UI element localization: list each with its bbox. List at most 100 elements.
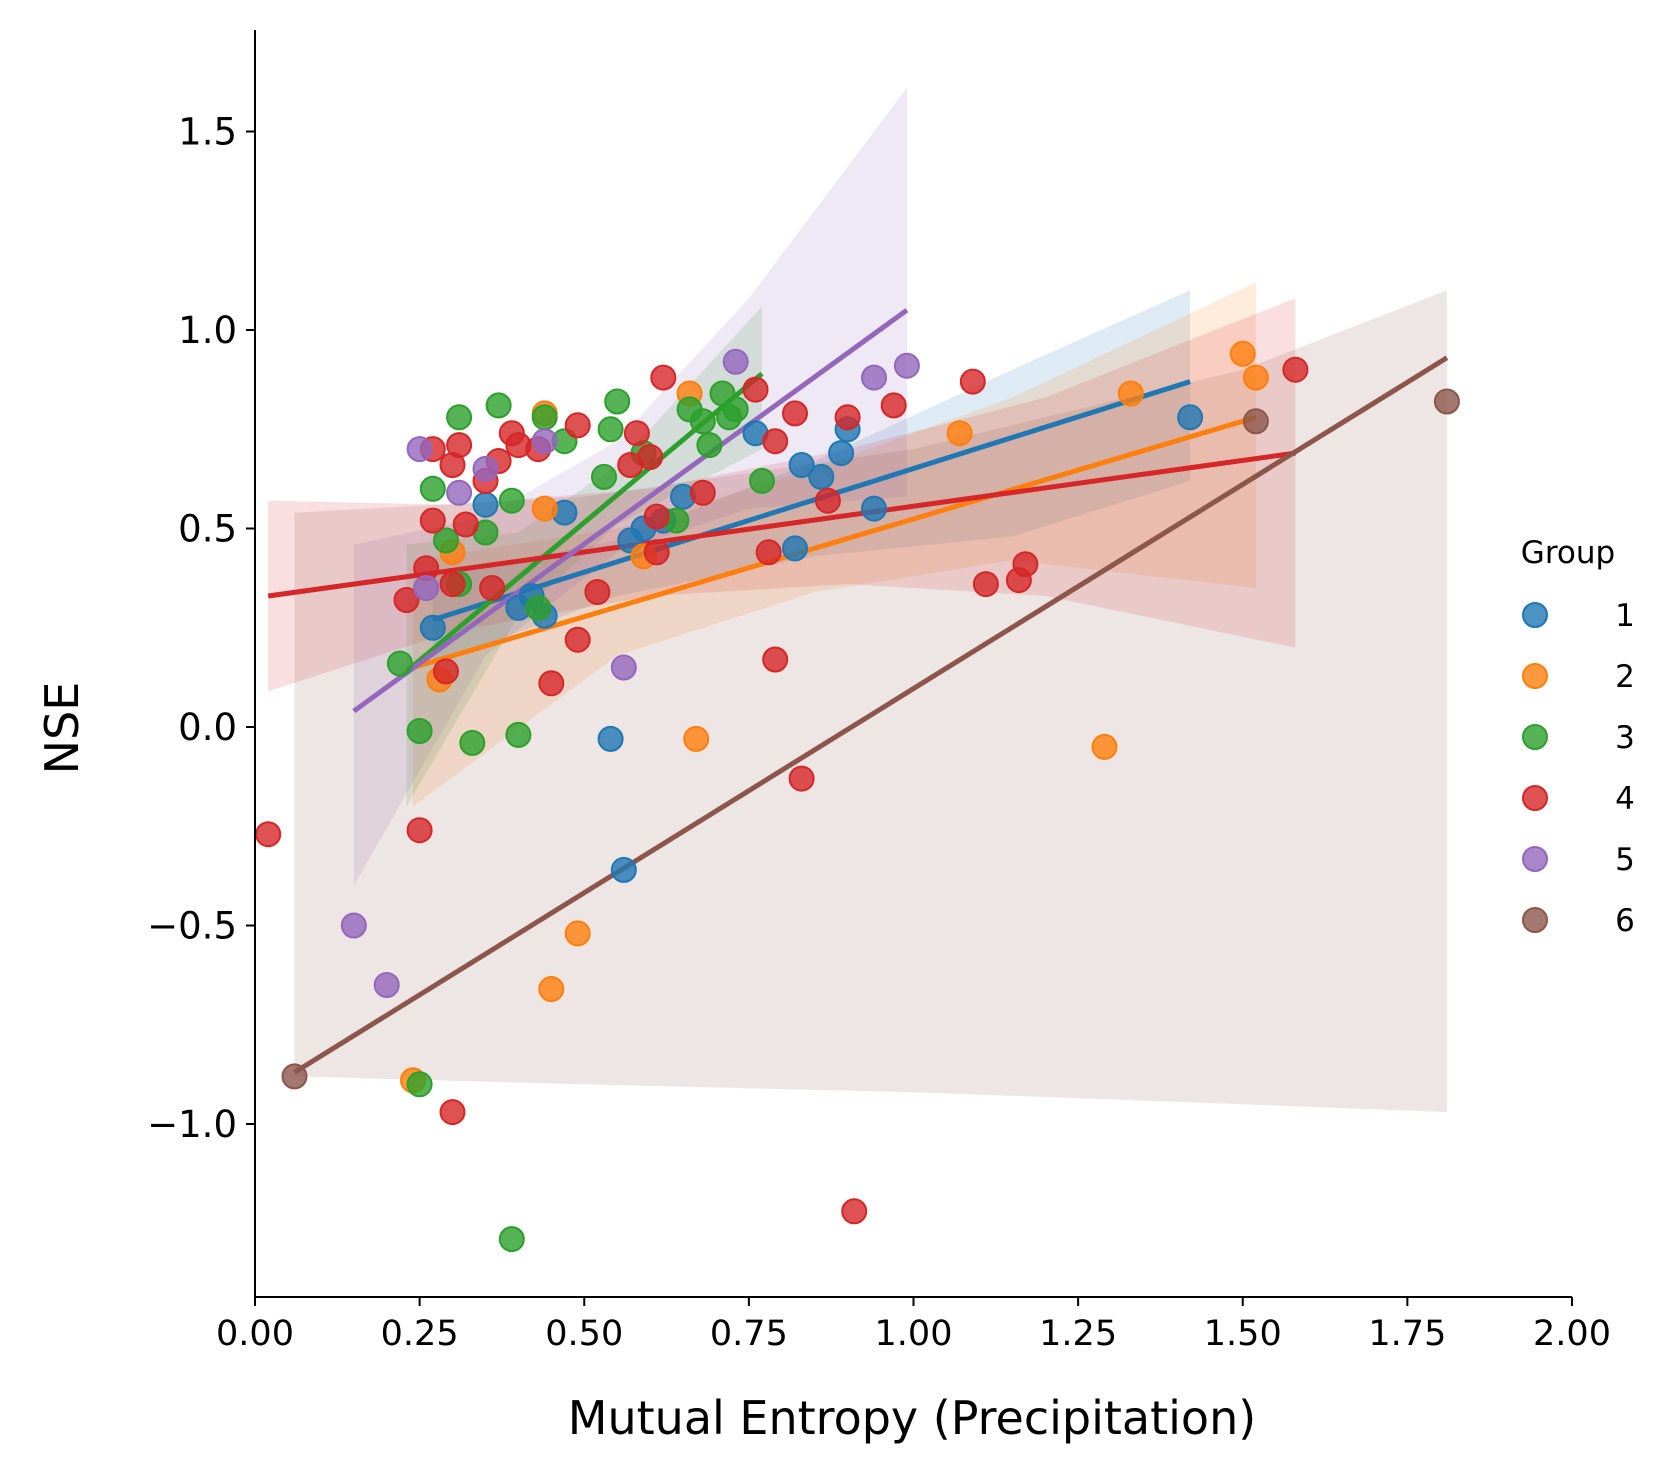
y-tick-label: 0.0 bbox=[178, 706, 237, 749]
point-group-4 bbox=[564, 626, 591, 653]
point-group-3 bbox=[696, 432, 723, 459]
point-group-2 bbox=[564, 920, 591, 947]
band-group-3 bbox=[406, 306, 762, 807]
point-group-4 bbox=[782, 400, 808, 427]
y-tick-label: 0.5 bbox=[178, 508, 237, 551]
point-group-5 bbox=[722, 348, 749, 375]
point-group-4 bbox=[689, 479, 716, 506]
legend-marker-group-6 bbox=[1522, 907, 1548, 933]
point-group-4 bbox=[1012, 551, 1039, 578]
x-tick-label: 1.00 bbox=[875, 1314, 953, 1354]
point-group-1 bbox=[419, 614, 446, 641]
point-group-3 bbox=[525, 594, 552, 621]
point-group-3 bbox=[446, 404, 473, 431]
point-group-3 bbox=[433, 527, 459, 554]
point-group-4 bbox=[584, 579, 611, 605]
point-group-5 bbox=[531, 428, 558, 455]
point-group-4 bbox=[564, 412, 591, 439]
point-group-3 bbox=[485, 392, 512, 419]
point-group-4 bbox=[643, 503, 670, 530]
point-group-2 bbox=[683, 725, 710, 752]
x-tick-label: 1.25 bbox=[1039, 1314, 1117, 1354]
point-group-3 bbox=[597, 416, 624, 443]
point-group-1 bbox=[472, 491, 499, 518]
point-group-4 bbox=[1282, 356, 1309, 383]
point-group-4 bbox=[972, 571, 999, 598]
point-group-3 bbox=[406, 718, 433, 744]
point-group-2 bbox=[1091, 733, 1118, 760]
point-group-1 bbox=[610, 856, 637, 883]
point-group-4 bbox=[637, 444, 664, 470]
point-group-6 bbox=[1242, 408, 1269, 435]
point-group-3 bbox=[689, 408, 716, 435]
point-group-3 bbox=[459, 729, 486, 756]
point-group-4 bbox=[479, 575, 506, 601]
point-group-1 bbox=[782, 535, 808, 562]
point-group-2 bbox=[1229, 340, 1256, 367]
x-tick-label: 2.00 bbox=[1533, 1314, 1611, 1354]
point-group-5 bbox=[861, 364, 887, 391]
legend-title: Group bbox=[1521, 535, 1615, 571]
point-group-4 bbox=[880, 392, 907, 419]
legend-marker-group-2 bbox=[1522, 663, 1548, 689]
point-group-3 bbox=[722, 396, 749, 423]
point-group-3 bbox=[604, 388, 631, 415]
y-axis-label: NSE bbox=[35, 682, 89, 775]
point-group-4 bbox=[959, 368, 986, 395]
point-group-5 bbox=[610, 654, 637, 681]
fit-line-group-4 bbox=[267, 450, 1296, 599]
x-tick-label: 0.50 bbox=[545, 1314, 623, 1354]
point-group-5 bbox=[373, 972, 400, 998]
point-group-4 bbox=[755, 539, 782, 566]
legend-label-group-6: 6 bbox=[1615, 903, 1635, 939]
y-tick-label: −1.0 bbox=[147, 1103, 237, 1146]
point-group-4 bbox=[814, 487, 841, 514]
point-group-2 bbox=[946, 420, 973, 447]
x-tick-label: 0.00 bbox=[216, 1314, 294, 1354]
band-group-6 bbox=[294, 290, 1447, 1113]
point-group-3 bbox=[498, 1226, 525, 1253]
regression-lines bbox=[267, 308, 1449, 1075]
point-group-3 bbox=[505, 721, 532, 748]
point-group-5 bbox=[893, 352, 920, 379]
point-group-5 bbox=[472, 455, 499, 482]
point-group-2 bbox=[531, 495, 558, 522]
point-group-4 bbox=[538, 670, 565, 697]
fit-line-group-5 bbox=[352, 308, 909, 714]
point-group-4 bbox=[788, 765, 815, 792]
confidence-bands bbox=[268, 87, 1447, 1113]
y-tick-label: 1.0 bbox=[178, 309, 237, 352]
point-group-3 bbox=[406, 1071, 433, 1098]
point-group-6 bbox=[1433, 388, 1460, 415]
point-group-4 bbox=[452, 511, 479, 538]
point-group-3 bbox=[531, 404, 558, 431]
point-group-4 bbox=[406, 817, 433, 844]
point-group-4 bbox=[439, 571, 466, 598]
fit-line-group-2 bbox=[412, 414, 1257, 670]
axes: 0.00 0.25 0.50 0.75 1.00 1.25 1.50 1.75 2.00 −1.0… bbox=[147, 30, 1611, 1354]
x-tick-label: 0.25 bbox=[381, 1314, 459, 1354]
point-group-1 bbox=[828, 440, 855, 467]
point-group-4 bbox=[643, 539, 670, 566]
point-group-3 bbox=[498, 487, 525, 514]
legend-label-group-5: 5 bbox=[1615, 842, 1635, 878]
point-group-3 bbox=[419, 475, 446, 502]
legend: Group 1 2 3 4 5 6 bbox=[1521, 535, 1635, 939]
point-group-4 bbox=[742, 376, 769, 403]
fit-line-group-1 bbox=[432, 379, 1191, 623]
point-group-4 bbox=[841, 1198, 868, 1225]
point-group-4 bbox=[650, 364, 677, 391]
point-group-5 bbox=[340, 912, 367, 939]
legend-marker-group-1 bbox=[1522, 602, 1548, 628]
y-tick-label: 1.5 bbox=[178, 111, 237, 154]
point-group-4 bbox=[446, 432, 473, 459]
x-tick-label: 1.75 bbox=[1368, 1314, 1446, 1354]
fit-line-group-6 bbox=[293, 355, 1449, 1075]
point-group-4 bbox=[433, 658, 459, 685]
legend-label-group-4: 4 bbox=[1615, 781, 1635, 817]
point-group-5 bbox=[446, 479, 473, 506]
point-group-3 bbox=[386, 650, 413, 677]
x-axis-label: Mutual Entropy (Precipitation) bbox=[568, 1391, 1256, 1445]
scatter-points bbox=[255, 340, 1460, 1253]
